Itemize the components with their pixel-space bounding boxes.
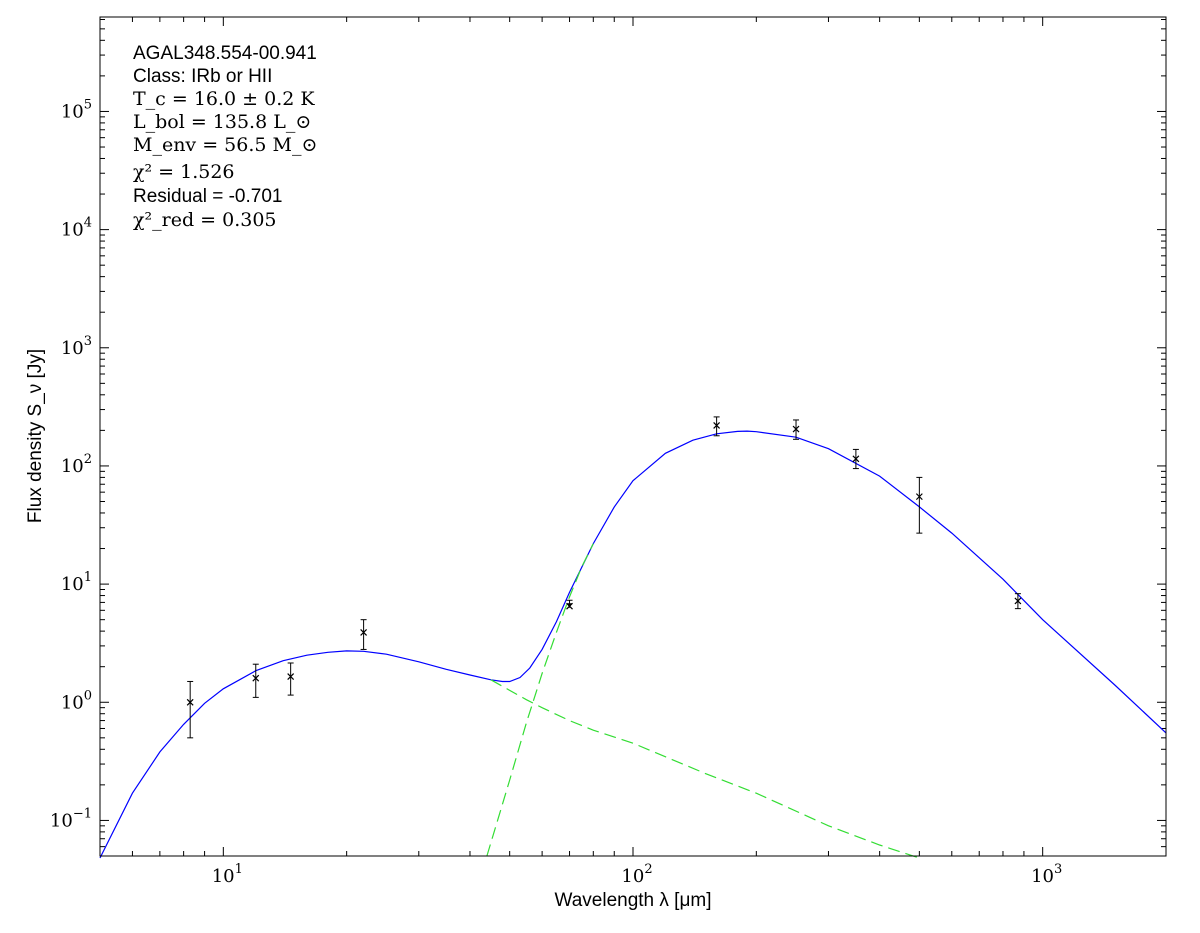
y-tick-label: 104	[61, 216, 92, 241]
axis-ticks	[99, 17, 1167, 857]
x-tick-label: 102	[621, 862, 652, 887]
x-tick-label: 103	[1031, 862, 1062, 887]
data-point-marker	[852, 455, 860, 463]
menv-label: M_env = 56.5 M_⊙	[133, 134, 317, 156]
plot-background	[100, 17, 1166, 856]
x-axis-label: Wavelength λ [μm]	[554, 890, 711, 911]
data-point-marker	[360, 629, 368, 636]
lbol-label: L_bol = 135.8 L_⊙	[133, 111, 311, 133]
source-name: AGAL348.554-00.941	[133, 43, 317, 64]
plot-frame	[99, 16, 1167, 857]
data-points	[186, 416, 1022, 739]
hot-component-curve	[490, 679, 920, 859]
class-label: Class: IRb or HII	[133, 66, 272, 87]
y-tick-label: 101	[61, 570, 92, 595]
data-point-marker	[915, 493, 923, 501]
chi2red-label: χ²_red = 0.305	[133, 209, 277, 231]
data-point-marker	[713, 422, 721, 429]
chi2-label: χ² = 1.526	[133, 161, 235, 183]
data-point-marker	[186, 698, 194, 706]
tc-label: T_c = 16.0 ± 0.2 K	[133, 88, 315, 110]
data-point-marker	[287, 673, 295, 680]
annotation-block: AGAL348.554-00.941 Class: IRb or HII T_c…	[133, 43, 317, 231]
y-tick-label: 103	[61, 334, 92, 359]
y-tick-label: 100	[61, 688, 92, 713]
residual-label: Residual = -0.701	[133, 186, 282, 207]
model-curves	[99, 430, 1167, 859]
y-axis-label: Flux density S_ν [Jy]	[25, 349, 46, 523]
y-tick-label: 102	[61, 452, 92, 477]
y-tick-label: 105	[61, 97, 92, 122]
x-tick-label: 101	[212, 862, 243, 887]
tick-labels: 101 102 103 10−1 100 101 102 103 104 105	[50, 97, 1062, 887]
y-tick-label: 10−1	[50, 806, 92, 831]
data-point-marker	[252, 674, 260, 682]
data-point-marker	[566, 602, 573, 610]
total-curve	[99, 430, 1167, 859]
cold-component-curve	[486, 543, 594, 857]
data-point-marker	[1014, 597, 1022, 605]
data-point-marker	[792, 425, 800, 433]
